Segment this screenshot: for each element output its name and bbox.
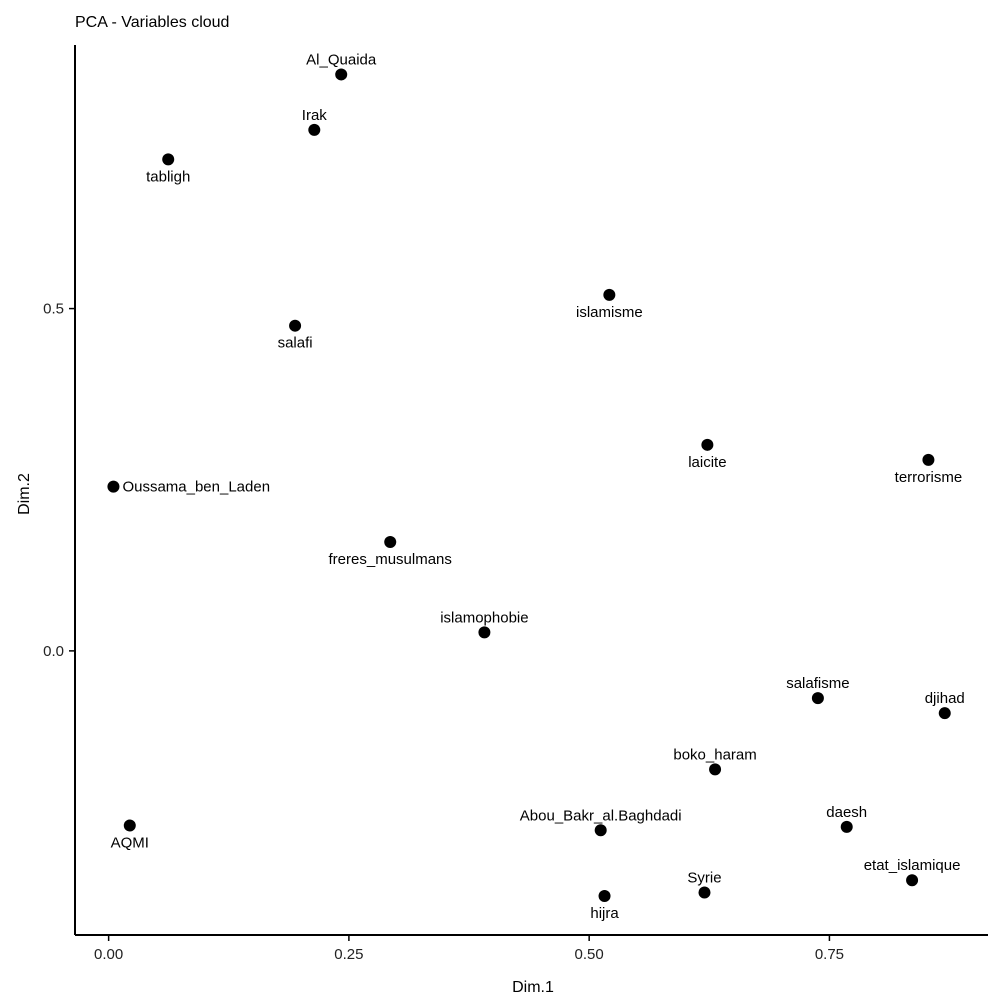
data-points: Al_Quaida Irak tabligh islamisme salafi laici… <box>107 51 965 922</box>
data-point-label: hijra <box>590 905 619 922</box>
y-axis-label: Dim.2 <box>16 473 33 515</box>
data-point-label: terrorisme <box>895 469 963 486</box>
data-point-label: salafi <box>278 335 313 352</box>
data-point <box>938 707 951 720</box>
x-tick-label: 0.75 <box>815 946 844 963</box>
y-tick-label: 0.0 <box>43 643 64 660</box>
data-point-label: salafisme <box>786 675 849 692</box>
data-point-label: Syrie <box>687 870 721 887</box>
data-point-label: freres_musulmans <box>329 551 452 568</box>
data-point <box>384 536 397 549</box>
data-point-label: djihad <box>925 690 965 707</box>
data-point <box>107 480 120 493</box>
x-tick-label: 0.50 <box>575 946 604 963</box>
data-point-label: boko_haram <box>673 746 756 763</box>
chart-title: PCA - Variables cloud <box>75 14 229 31</box>
data-point-label: AQMI <box>111 834 149 851</box>
data-point <box>709 763 722 776</box>
data-point-label: islamophobie <box>440 609 528 626</box>
x-axis-label: Dim.1 <box>512 979 554 996</box>
data-point <box>598 889 611 902</box>
data-point <box>335 68 348 81</box>
data-point-label: Abou_Bakr_al.Baghdadi <box>520 807 682 824</box>
data-point-label: etat_islamique <box>864 857 961 874</box>
data-point-label: laicite <box>688 454 726 471</box>
data-point <box>811 692 824 705</box>
data-point <box>594 824 607 837</box>
data-point-label: Al_Quaida <box>306 51 377 68</box>
data-point-label: Irak <box>302 107 328 124</box>
data-point <box>478 626 491 639</box>
data-point <box>906 874 919 887</box>
data-point <box>840 820 853 833</box>
data-point <box>123 819 136 832</box>
data-point <box>289 319 302 332</box>
data-point <box>922 453 935 466</box>
data-point <box>308 123 321 136</box>
data-point <box>701 438 714 451</box>
data-point <box>603 288 616 301</box>
data-point-label: tabligh <box>146 168 190 185</box>
data-point-label: islamisme <box>576 304 643 321</box>
x-tick-label: 0.25 <box>334 946 363 963</box>
y-tick-label: 0.5 <box>43 301 64 318</box>
data-point <box>162 153 175 166</box>
x-tick-label: 0.00 <box>94 946 123 963</box>
axis-ticks: 0.00 0.25 0.50 0.75 0.0 0.5 <box>43 301 844 963</box>
data-point-label: Oussama_ben_Laden <box>122 479 270 496</box>
data-point-label: daesh <box>826 804 867 821</box>
data-point <box>698 886 711 899</box>
